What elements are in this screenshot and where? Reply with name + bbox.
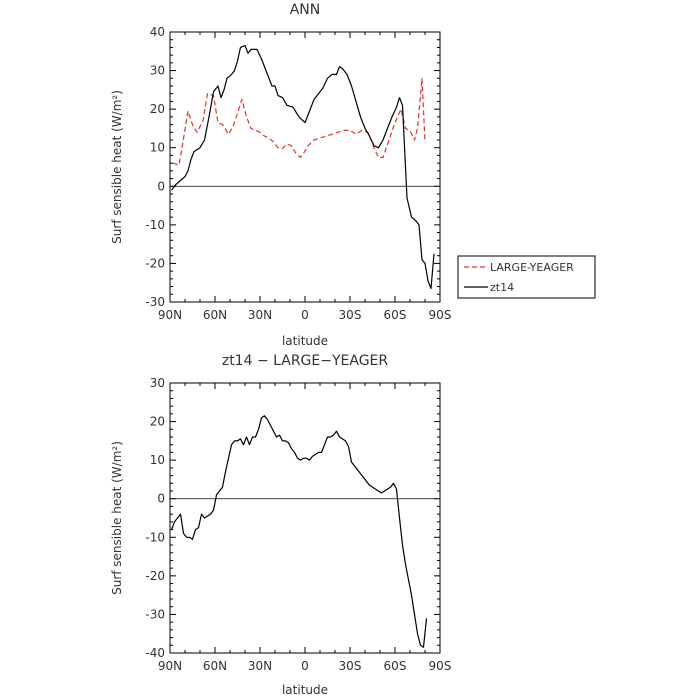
legend-box xyxy=(457,255,596,299)
bottom-x-axis-label: latitude xyxy=(282,683,328,697)
x-tick-label: 90N xyxy=(158,308,182,322)
y-tick-label: -20 xyxy=(145,569,165,583)
top-x-axis: 90N 60N 30N 0 30S 60S 90S xyxy=(158,32,452,322)
y-tick-label: 30 xyxy=(150,64,165,78)
y-tick-label: 20 xyxy=(150,415,165,429)
top-y-axis: -30 -20 -10 0 10 20 30 40 xyxy=(145,25,440,309)
legend-label-large-yeager: LARGE-YEAGER xyxy=(490,261,574,274)
y-tick-label: 20 xyxy=(150,102,165,116)
series-line-large-yeager xyxy=(172,77,426,166)
bottom-chart-title: zt14 − LARGE−YEAGER xyxy=(222,353,389,369)
x-tick-label: 30S xyxy=(339,659,362,673)
y-tick-label: 10 xyxy=(150,141,165,155)
x-tick-label: 0 xyxy=(301,308,309,322)
bottom-y-axis: -40 -30 -20 -10 0 10 20 30 xyxy=(145,376,440,660)
bottom-panel: zt14 − LARGE−YEAGER -40-30-20-100102030 … xyxy=(110,353,451,697)
bottom-y-axis-label: Surf sensible heat (W/m²) xyxy=(110,441,124,595)
top-chart-title: ANN xyxy=(290,2,321,18)
x-tick-label: 60N xyxy=(203,308,227,322)
x-tick-label: 60S xyxy=(384,308,407,322)
top-y-axis-label: Surf sensible heat (W/m²) xyxy=(110,90,124,244)
x-tick-label: 60N xyxy=(203,659,227,673)
top-plot-frame xyxy=(169,31,441,303)
legend-label-zt14: zt14 xyxy=(490,281,514,294)
x-tick-label: 90S xyxy=(429,308,452,322)
bottom-x-axis: 90N 60N 30N 0 30S 60S 90S xyxy=(158,383,452,673)
x-tick-label: 30N xyxy=(248,659,272,673)
bottom-series-group xyxy=(170,415,428,648)
legend: LARGE-YEAGER zt14 xyxy=(457,255,596,299)
x-tick-label: 60S xyxy=(384,659,407,673)
y-tick-label: 10 xyxy=(150,453,165,467)
y-tick-label: -40 xyxy=(145,646,165,660)
y-tick-label: 0 xyxy=(157,492,165,506)
series-line-zt14 xyxy=(171,44,435,290)
series-line-zt14-large-yeager xyxy=(170,415,428,648)
y-tick-label: -30 xyxy=(145,295,165,309)
y-tick-label: 40 xyxy=(150,25,165,39)
y-tick-label: 0 xyxy=(157,179,165,193)
x-tick-label: 0 xyxy=(301,659,309,673)
top-x-axis-label: latitude xyxy=(282,334,328,348)
y-tick-label: -20 xyxy=(145,256,165,270)
x-tick-label: 30S xyxy=(339,308,362,322)
x-tick-label: 30N xyxy=(248,308,272,322)
y-tick-label: -10 xyxy=(145,530,165,544)
y-tick-label: -30 xyxy=(145,607,165,621)
x-tick-label: 90S xyxy=(429,659,452,673)
y-tick-label: -10 xyxy=(145,218,165,232)
x-tick-label: 90N xyxy=(158,659,182,673)
y-tick-label: 30 xyxy=(150,376,165,390)
top-series-group xyxy=(171,44,435,290)
